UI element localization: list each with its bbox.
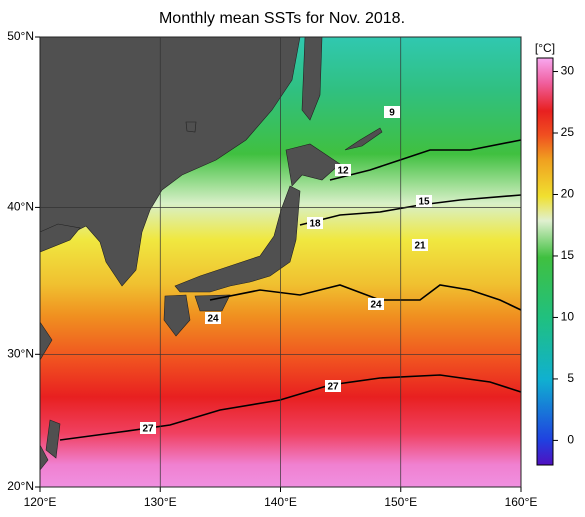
contour-label-box <box>416 195 432 207</box>
colorbar-tick-label: 10 <box>561 310 575 324</box>
colorbar-tick-label: 25 <box>561 125 575 139</box>
contour-label-box <box>205 312 221 324</box>
x-tick-label: 140°E <box>264 495 297 509</box>
land <box>39 36 383 471</box>
colorbar-tick-label: 15 <box>561 248 575 262</box>
x-tick-label: 160°E <box>505 495 538 509</box>
contour-label-box <box>325 380 341 392</box>
contour-label: 21 <box>414 241 426 252</box>
contour-label-box <box>412 239 428 251</box>
y-tick-label: 50°N <box>7 29 34 43</box>
colorbar-tick-label: 0 <box>567 433 574 447</box>
contour-label-box <box>384 106 400 118</box>
contour-label: 27 <box>142 424 154 435</box>
contour-label: 18 <box>309 219 321 230</box>
x-tick-label: 130°E <box>144 495 177 509</box>
y-tick-label: 20°N <box>7 479 34 493</box>
contour-label: 24 <box>370 300 382 311</box>
contour-label-box <box>335 164 351 176</box>
contour-label-box <box>307 217 323 229</box>
contour-label: 12 <box>337 166 349 177</box>
contour-label: 27 <box>327 382 339 393</box>
colorbar-label: [°C] <box>535 41 555 55</box>
colorbar <box>536 57 554 466</box>
contour-label-box <box>140 422 156 434</box>
contour-label: 24 <box>207 314 219 325</box>
colorbar-tick-label: 30 <box>561 64 575 78</box>
contour-lines <box>59 139 522 441</box>
chart-title: Monthly mean SSTs for Nov. 2018. <box>159 10 405 27</box>
contour-label: 9 <box>389 108 395 119</box>
colorbar-tick-label: 20 <box>561 187 575 201</box>
contour-label-box <box>368 298 384 310</box>
x-tick-label: 150°E <box>384 495 417 509</box>
y-tick-label: 40°N <box>7 200 34 214</box>
colorbar-tick-label: 5 <box>567 371 574 385</box>
contour-label: 15 <box>418 197 430 208</box>
x-tick-label: 120°E <box>24 495 57 509</box>
y-tick-label: 30°N <box>7 346 34 360</box>
